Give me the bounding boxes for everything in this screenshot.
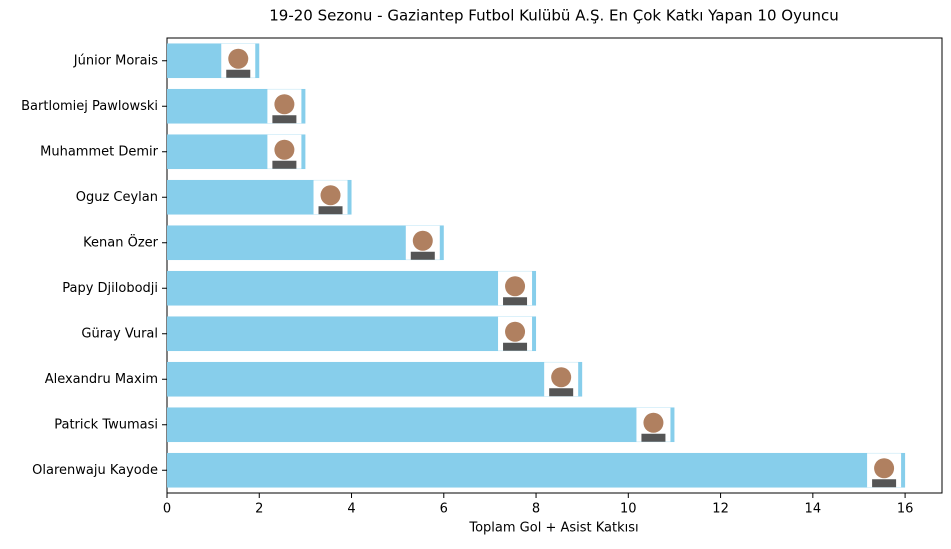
- x-tick-label: 4: [347, 502, 355, 517]
- x-tick-label: 8: [532, 502, 540, 517]
- y-tick-label: Bartlomiej Pawlowski: [21, 99, 158, 114]
- player-shirt: [503, 297, 528, 306]
- y-tick-label: Kenan Özer: [83, 233, 159, 250]
- player-shirt: [872, 479, 897, 488]
- x-tick-label: 6: [440, 502, 448, 517]
- player-face: [274, 94, 295, 115]
- y-tick-label: Júnior Morais: [73, 53, 158, 68]
- bar: [167, 452, 906, 488]
- bar: [167, 407, 675, 443]
- player-face: [643, 412, 664, 433]
- bar: [167, 225, 444, 261]
- player-shirt: [503, 342, 528, 351]
- x-tick-label: 10: [620, 502, 637, 517]
- player-face: [874, 458, 895, 479]
- y-tick-label: Papy Djilobodji: [62, 281, 158, 296]
- y-tick-label: Patrick Twumasi: [54, 417, 158, 432]
- player-shirt: [272, 160, 297, 169]
- player-face: [274, 139, 295, 160]
- bar: [167, 316, 537, 352]
- y-tick-label: Güray Vural: [81, 326, 158, 341]
- player-face: [320, 185, 341, 206]
- x-tick-label: 0: [163, 502, 171, 517]
- x-tick-label: 14: [805, 502, 822, 517]
- player-face: [551, 367, 572, 388]
- player-shirt: [318, 206, 343, 215]
- y-tick-label: Oguz Ceylan: [76, 190, 158, 205]
- y-tick-label: Olarenwaju Kayode: [32, 463, 158, 478]
- player-face: [412, 230, 433, 251]
- x-tick-label: 2: [255, 502, 263, 517]
- player-shirt: [549, 388, 574, 397]
- player-shirt: [641, 433, 666, 442]
- player-shirt: [226, 69, 251, 78]
- player-shirt: [410, 251, 435, 260]
- player-shirt: [272, 115, 297, 124]
- chart-title: 19-20 Sezonu - Gaziantep Futbol Kulübü A…: [269, 7, 839, 25]
- plot-frame: [166, 37, 943, 494]
- y-tick-label: Muhammet Demir: [40, 144, 158, 159]
- x-tick-label: 16: [897, 502, 914, 517]
- x-tick-label: 12: [712, 502, 729, 517]
- y-tick-label: Alexandru Maxim: [45, 372, 158, 387]
- player-face: [505, 276, 526, 297]
- player-face: [228, 48, 249, 69]
- player-face: [505, 321, 526, 342]
- x-axis-label: Toplam Gol + Asist Katkısı: [468, 521, 638, 536]
- bar: [167, 361, 583, 397]
- bar: [167, 270, 537, 306]
